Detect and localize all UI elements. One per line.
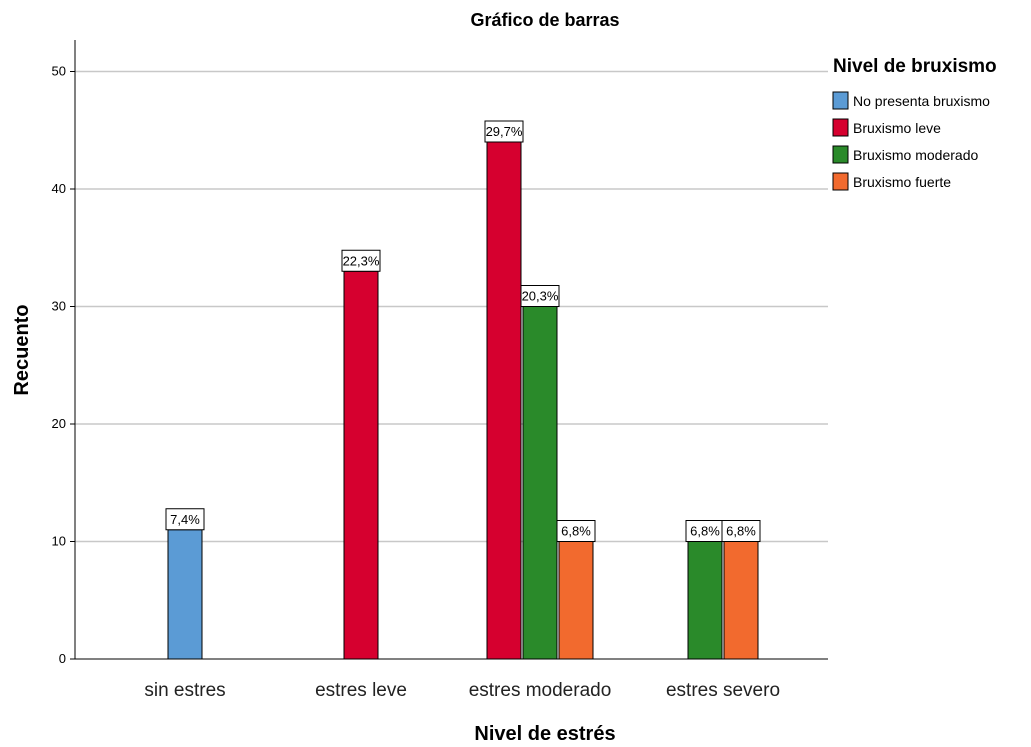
legend-label: No presenta bruxismo bbox=[853, 93, 990, 109]
x-axis-title: Nivel de estrés bbox=[474, 723, 615, 745]
bar bbox=[723, 541, 759, 660]
data-label: 7,4% bbox=[170, 512, 200, 527]
x-tick-label: estres moderado bbox=[469, 680, 612, 701]
y-tick-label: 0 bbox=[59, 651, 66, 666]
data-label: 6,8% bbox=[726, 524, 756, 539]
y-tick-label: 20 bbox=[52, 416, 66, 431]
bar bbox=[558, 541, 594, 660]
axes: 0 10 20 30 40 50 sin estres estres leve estres m… bbox=[52, 40, 828, 701]
chart-title: Gráfico de barras bbox=[470, 10, 619, 30]
data-labels: 7,4% 22,3% 29,7% 20,3% 6,8% 6,8% 6,8% bbox=[165, 120, 761, 542]
legend-label: Bruxismo leve bbox=[853, 120, 941, 136]
data-label-box bbox=[484, 120, 524, 143]
legend-title: Nivel de bruxismo bbox=[833, 56, 997, 77]
gridlines bbox=[75, 70, 828, 543]
data-label-box bbox=[721, 520, 761, 542]
bar bbox=[167, 529, 203, 660]
y-tick-label: 30 bbox=[52, 299, 66, 314]
data-label: 29,7% bbox=[486, 124, 523, 139]
legend: Nivel de bruxismo No presenta bruxismo Br… bbox=[832, 56, 997, 191]
data-label: 6,8% bbox=[561, 524, 591, 539]
bar bbox=[687, 541, 723, 660]
bars bbox=[167, 141, 759, 660]
data-label: 22,3% bbox=[343, 253, 380, 268]
x-tick-label: estres severo bbox=[666, 680, 780, 701]
x-tick-label: estres leve bbox=[315, 680, 407, 701]
bar bbox=[343, 270, 379, 660]
legend-label: Bruxismo moderado bbox=[853, 147, 978, 163]
data-label-box bbox=[165, 508, 205, 531]
legend-swatch bbox=[832, 118, 849, 137]
legend-label: Bruxismo fuerte bbox=[853, 174, 951, 190]
y-axis-title: Recuento bbox=[11, 304, 33, 395]
data-label-box bbox=[556, 520, 596, 542]
legend-swatch bbox=[832, 91, 849, 110]
y-tick-label: 50 bbox=[52, 64, 66, 79]
y-tick-label: 40 bbox=[52, 181, 66, 196]
data-label-box bbox=[341, 249, 381, 272]
x-tick-label: sin estres bbox=[144, 680, 225, 701]
data-label: 20,3% bbox=[522, 289, 559, 304]
legend-swatch bbox=[832, 145, 849, 164]
legend-swatch bbox=[832, 172, 849, 191]
data-label-box bbox=[520, 285, 560, 307]
bar bbox=[522, 306, 558, 660]
bar bbox=[486, 141, 522, 660]
y-tick-label: 10 bbox=[52, 534, 66, 549]
data-label: 6,8% bbox=[690, 524, 720, 539]
